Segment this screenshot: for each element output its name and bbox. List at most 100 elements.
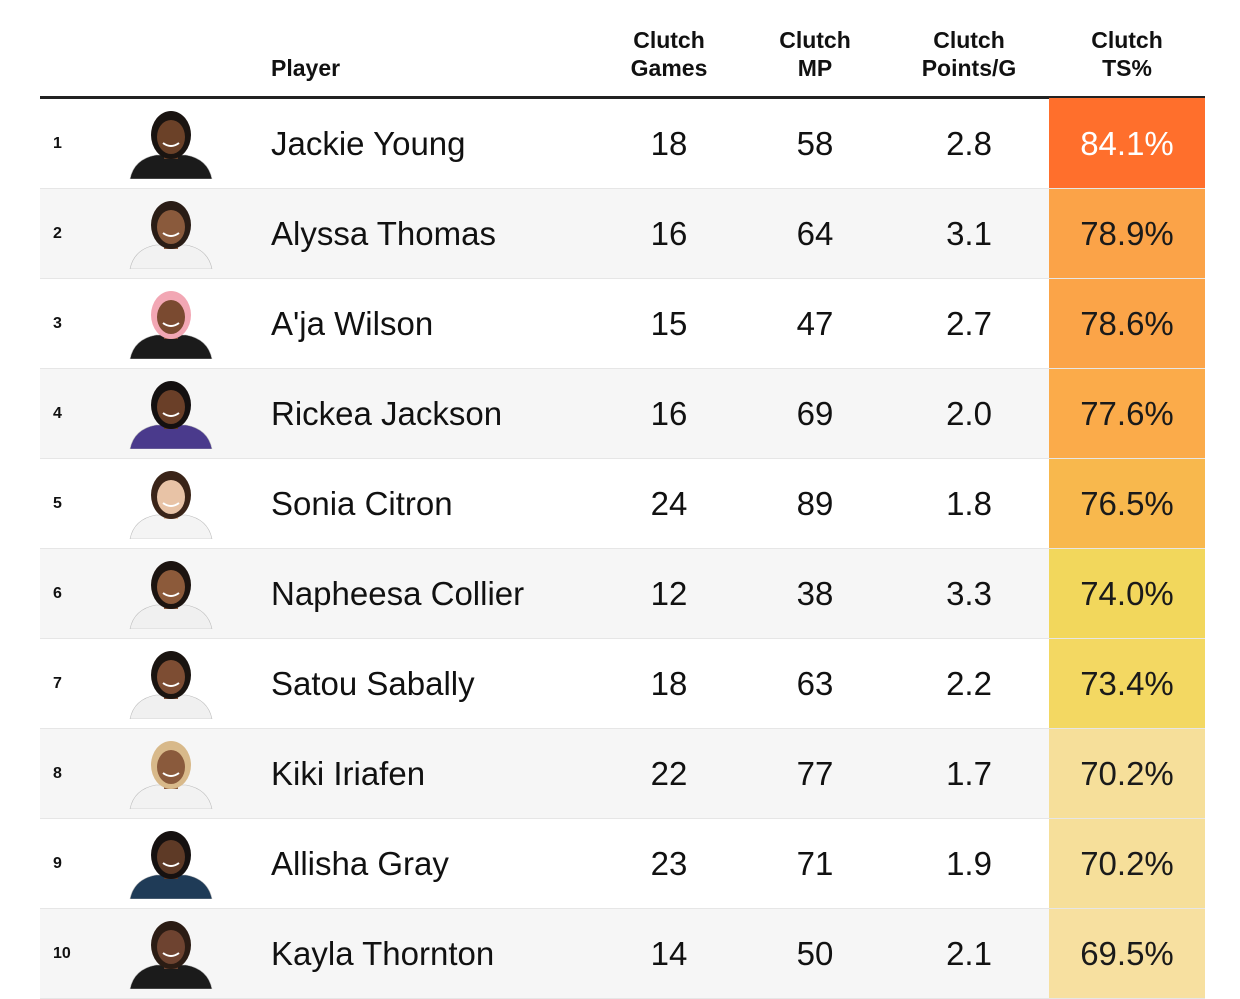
clutch-games-value: 24 bbox=[650, 485, 688, 522]
ts-heat-cell bbox=[1049, 909, 1205, 998]
clutch-games-value: 15 bbox=[650, 305, 688, 342]
clutch-mp-value: 77 bbox=[796, 755, 834, 792]
table-row: 5 Sonia Citron 24 89 1.8 76.5% bbox=[40, 459, 1205, 549]
player-name: A'ja Wilson bbox=[271, 305, 434, 342]
player-headshot bbox=[126, 829, 216, 900]
player-headshot bbox=[126, 379, 216, 450]
clutch-games-value: 23 bbox=[650, 845, 688, 882]
clutch-games-value: 16 bbox=[650, 215, 688, 252]
header-clutch-ts: Clutch TS% bbox=[1049, 26, 1205, 82]
header-clutch-ts-line2: TS% bbox=[1102, 55, 1152, 81]
clutch-mp-value: 38 bbox=[796, 575, 834, 612]
player-headshot bbox=[126, 109, 216, 180]
table-row: 6 Napheesa Collier 12 38 3.3 74.0% bbox=[40, 549, 1205, 639]
table-body: 1 Jackie Young 18 58 2.8 84.1% 2 Alyssa Thomas 1… bbox=[40, 98, 1205, 999]
clutch-ts-value: 76.5% bbox=[1080, 485, 1174, 522]
clutch-games-value: 18 bbox=[650, 665, 688, 702]
player-headshot bbox=[126, 739, 216, 810]
clutch-games-value: 12 bbox=[650, 575, 688, 612]
clutch-points-value: 2.1 bbox=[946, 935, 992, 972]
clutch-ts-value: 69.5% bbox=[1080, 935, 1174, 972]
clutch-ts-value: 70.2% bbox=[1080, 845, 1174, 882]
ts-heat-cell bbox=[1049, 459, 1205, 548]
ts-heat-cell bbox=[1049, 189, 1205, 278]
ts-heat-cell bbox=[1049, 98, 1205, 188]
rank-number: 6 bbox=[53, 585, 62, 602]
clutch-mp-value: 50 bbox=[796, 935, 834, 972]
player-name: Rickea Jackson bbox=[271, 395, 503, 432]
player-headshot bbox=[126, 469, 216, 540]
clutch-mp-value: 63 bbox=[796, 665, 834, 702]
rank-number: 7 bbox=[53, 675, 62, 692]
rank-number: 4 bbox=[53, 405, 62, 422]
clutch-points-value: 2.8 bbox=[946, 125, 992, 162]
clutch-games-value: 16 bbox=[650, 395, 688, 432]
table-row: 8 Kiki Iriafen 22 77 1.7 70.2% bbox=[40, 729, 1205, 819]
header-clutch-points-line1: Clutch bbox=[933, 27, 1005, 53]
rank-number: 10 bbox=[53, 945, 71, 962]
clutch-mp-value: 71 bbox=[796, 845, 834, 882]
player-name: Satou Sabally bbox=[271, 665, 475, 702]
header-clutch-points-line2: Points/G bbox=[921, 55, 1017, 81]
clutch-mp-value: 47 bbox=[796, 305, 834, 342]
rank-number: 2 bbox=[53, 225, 62, 242]
header-clutch-games-line2: Games bbox=[630, 55, 708, 81]
table-row: 7 Satou Sabally 18 63 2.2 73.4% bbox=[40, 639, 1205, 729]
clutch-mp-value: 89 bbox=[796, 485, 834, 522]
ts-heat-cell bbox=[1049, 819, 1205, 908]
player-name: Napheesa Collier bbox=[271, 575, 525, 612]
clutch-stats-table: Player Clutch Games Clutch MP Clutch Poi… bbox=[40, 0, 1205, 999]
player-name: Allisha Gray bbox=[271, 845, 449, 882]
clutch-points-value: 3.1 bbox=[946, 215, 992, 252]
clutch-points-value: 1.9 bbox=[946, 845, 992, 882]
player-headshot bbox=[126, 649, 216, 720]
ts-heat-cell bbox=[1049, 549, 1205, 638]
clutch-ts-value: 78.9% bbox=[1080, 215, 1174, 252]
clutch-ts-value: 73.4% bbox=[1080, 665, 1174, 702]
clutch-points-value: 2.7 bbox=[946, 305, 992, 342]
clutch-points-value: 2.0 bbox=[946, 395, 992, 432]
ts-heat-cell bbox=[1049, 729, 1205, 818]
clutch-points-value: 2.2 bbox=[946, 665, 992, 702]
clutch-ts-value: 84.1% bbox=[1080, 125, 1174, 162]
ts-heat-cell bbox=[1049, 639, 1205, 728]
clutch-ts-value: 74.0% bbox=[1080, 575, 1174, 612]
player-headshot bbox=[126, 919, 216, 990]
header-player: Player bbox=[271, 55, 341, 81]
player-headshot bbox=[126, 559, 216, 630]
player-headshot bbox=[126, 289, 216, 360]
header-clutch-games-line1: Clutch bbox=[633, 27, 705, 53]
rank-number: 1 bbox=[53, 135, 62, 152]
header-clutch-points: Clutch Points/G bbox=[909, 26, 1029, 82]
table-row: 10 Kayla Thornton 14 50 2.1 69.5% bbox=[40, 909, 1205, 999]
clutch-ts-value: 78.6% bbox=[1080, 305, 1174, 342]
table-header: Player Clutch Games Clutch MP Clutch Poi… bbox=[40, 0, 1205, 99]
clutch-points-value: 3.3 bbox=[946, 575, 992, 612]
clutch-games-value: 22 bbox=[650, 755, 688, 792]
player-headshot bbox=[126, 199, 216, 270]
clutch-ts-value: 70.2% bbox=[1080, 755, 1174, 792]
header-clutch-mp: Clutch MP bbox=[755, 26, 875, 82]
rank-number: 9 bbox=[53, 855, 62, 872]
player-name: Kiki Iriafen bbox=[271, 755, 426, 792]
header-clutch-ts-line1: Clutch bbox=[1091, 27, 1163, 53]
header-clutch-mp-line1: Clutch bbox=[779, 27, 851, 53]
rank-number: 5 bbox=[53, 495, 62, 512]
table-row: 4 Rickea Jackson 16 69 2.0 77.6% bbox=[40, 369, 1205, 459]
player-name: Jackie Young bbox=[271, 125, 466, 162]
ts-heat-cell bbox=[1049, 369, 1205, 458]
clutch-points-value: 1.8 bbox=[946, 485, 992, 522]
player-name: Alyssa Thomas bbox=[271, 215, 496, 252]
table-row: 1 Jackie Young 18 58 2.8 84.1% bbox=[40, 98, 1205, 189]
player-name: Kayla Thornton bbox=[271, 935, 495, 972]
ts-heat-cell bbox=[1049, 279, 1205, 368]
clutch-mp-value: 58 bbox=[796, 125, 834, 162]
rank-number: 8 bbox=[53, 765, 62, 782]
clutch-ts-value: 77.6% bbox=[1080, 395, 1174, 432]
clutch-games-value: 18 bbox=[650, 125, 688, 162]
ts-cell-overflow bbox=[1049, 993, 1205, 998]
table-row: 3 A'ja Wilson 15 47 2.7 78.6% bbox=[40, 279, 1205, 369]
table-row: 9 Allisha Gray 23 71 1.9 70.2% bbox=[40, 819, 1205, 909]
player-name: Sonia Citron bbox=[271, 485, 453, 522]
clutch-games-value: 14 bbox=[650, 935, 688, 972]
